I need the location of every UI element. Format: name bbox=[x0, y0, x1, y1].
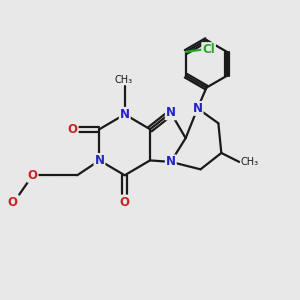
Text: CH₃: CH₃ bbox=[114, 75, 132, 85]
Text: N: N bbox=[166, 155, 176, 168]
Text: O: O bbox=[28, 169, 38, 182]
Text: Cl: Cl bbox=[202, 43, 215, 56]
Text: N: N bbox=[166, 106, 176, 119]
Text: N: N bbox=[120, 108, 130, 121]
Text: O: O bbox=[120, 196, 130, 208]
Text: N: N bbox=[193, 102, 202, 115]
Text: N: N bbox=[94, 154, 104, 167]
Text: O: O bbox=[8, 196, 18, 209]
Text: CH₃: CH₃ bbox=[241, 157, 259, 167]
Text: O: O bbox=[68, 123, 78, 136]
